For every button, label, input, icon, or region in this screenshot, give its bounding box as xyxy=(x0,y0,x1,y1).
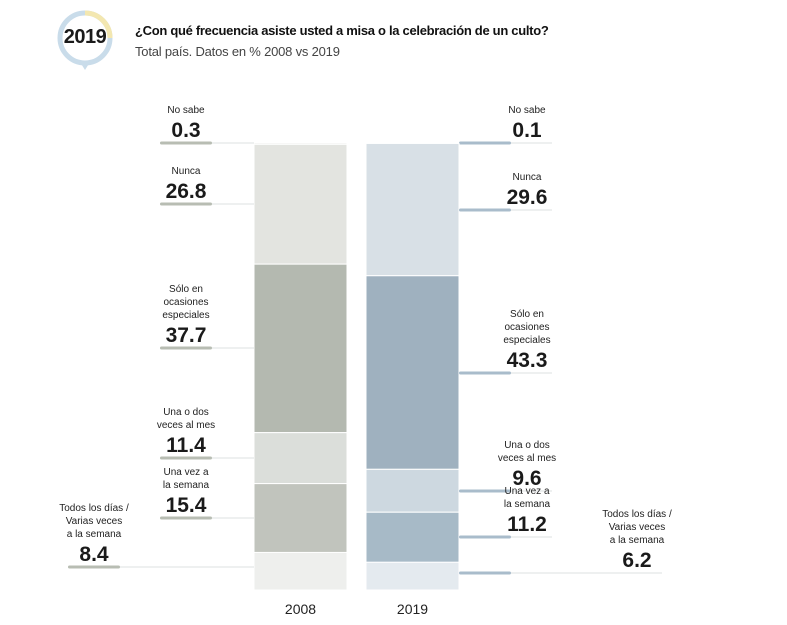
value-label-2008-no-sabe: 0.3 xyxy=(171,119,200,142)
chart-subtitle: Total país. Datos en % 2008 vs 2019 xyxy=(135,44,340,59)
category-label-2008-una-o-dos-veces-al-mes: Una o dos xyxy=(163,407,209,418)
category-label-2008-solo-en-ocasiones-especiales: ocasiones xyxy=(163,297,208,308)
leader-marker-2008-una-vez-a-la-semana xyxy=(160,516,212,520)
value-label-2008-nunca: 26.8 xyxy=(166,180,207,203)
value-label-2019-solo-en-ocasiones-especiales: 43.3 xyxy=(507,349,548,372)
bar-segment-2019-solo-en-ocasiones-especiales xyxy=(365,275,460,470)
leader-marker-2008-solo-en-ocasiones-especiales xyxy=(160,346,212,350)
category-label-2019-solo-en-ocasiones-especiales: especiales xyxy=(503,335,550,346)
category-label-2008-todos-los-dias-varias-veces-a-la-semana: a la semana xyxy=(67,529,122,540)
category-label-2008-una-vez-a-la-semana: Una vez a xyxy=(163,467,208,478)
year-badge xyxy=(57,10,113,70)
leader-marker-2019-solo-en-ocasiones-especiales xyxy=(459,371,511,375)
value-label-2008-todos-los-dias-varias-veces-a-la-semana: 8.4 xyxy=(79,543,109,566)
leader-marker-2019-una-o-dos-veces-al-mes xyxy=(459,489,511,493)
category-label-2019-una-vez-a-la-semana: la semana xyxy=(504,499,551,510)
value-label-2019-una-o-dos-veces-al-mes: 9.6 xyxy=(512,467,541,490)
leader-marker-2008-nunca xyxy=(160,202,212,206)
category-label-2008-todos-los-dias-varias-veces-a-la-semana: Todos los días / xyxy=(59,503,129,514)
value-label-2019-no-sabe: 0.1 xyxy=(512,119,542,142)
value-label-2019-nunca: 29.6 xyxy=(507,186,548,209)
bar-segment-2008-solo-en-ocasiones-especiales xyxy=(253,263,348,434)
bar-segment-2008-nunca xyxy=(253,143,348,265)
category-label-2019-una-vez-a-la-semana: Una vez a xyxy=(504,486,549,497)
category-label-2019-una-o-dos-veces-al-mes: veces al mes xyxy=(498,453,556,464)
value-label-2019-todos-los-dias-varias-veces-a-la-semana: 6.2 xyxy=(622,549,651,572)
bar-segment-2019-una-o-dos-veces-al-mes xyxy=(365,468,460,513)
category-label-2019-nunca: Nunca xyxy=(513,172,542,183)
x-tick-label-2008: 2008 xyxy=(285,601,316,617)
bar-segment-2019-una-vez-a-la-semana xyxy=(365,511,460,563)
leader-marker-2008-no-sabe xyxy=(160,141,212,145)
badge-ring-accent xyxy=(84,10,113,39)
category-label-2008-no-sabe: No sabe xyxy=(167,105,205,116)
leader-marker-2008-una-o-dos-veces-al-mes xyxy=(160,456,212,460)
bar-segment-2008-una-vez-a-la-semana xyxy=(253,483,348,553)
category-label-2008-todos-los-dias-varias-veces-a-la-semana: Varias veces xyxy=(66,516,123,527)
value-label-2008-solo-en-ocasiones-especiales: 37.7 xyxy=(166,324,207,347)
category-label-2008-nunca: Nunca xyxy=(172,166,201,177)
badge-year: 2019 xyxy=(63,26,107,48)
category-label-2008-solo-en-ocasiones-especiales: Sólo en xyxy=(169,284,203,295)
category-label-2008-solo-en-ocasiones-especiales: especiales xyxy=(162,310,209,321)
value-label-2008-una-vez-a-la-semana: 15.4 xyxy=(166,494,207,517)
x-tick-label-2019: 2019 xyxy=(397,601,428,617)
bar-segment-2008-una-o-dos-veces-al-mes xyxy=(253,432,348,485)
leader-marker-2008-todos-los-dias-varias-veces-a-la-semana xyxy=(68,565,120,569)
leader-marker-2019-no-sabe xyxy=(459,141,511,145)
chart-title: ¿Con qué frecuencia asiste usted a misa … xyxy=(135,23,549,38)
category-label-2008-una-o-dos-veces-al-mes: veces al mes xyxy=(157,420,215,431)
badge-pointer xyxy=(80,62,90,70)
category-label-2019-no-sabe: No sabe xyxy=(508,105,546,116)
category-label-2019-solo-en-ocasiones-especiales: Sólo en xyxy=(510,309,544,320)
leader-marker-2019-todos-los-dias-varias-veces-a-la-semana xyxy=(459,571,511,575)
category-label-2008-una-vez-a-la-semana: la semana xyxy=(163,480,210,491)
leader-marker-2019-una-vez-a-la-semana xyxy=(459,535,511,539)
category-label-2019-todos-los-dias-varias-veces-a-la-semana: Varias veces xyxy=(609,522,666,533)
category-label-2019-una-o-dos-veces-al-mes: Una o dos xyxy=(504,440,550,451)
leader-marker-2019-nunca xyxy=(459,208,511,212)
value-label-2019-una-vez-a-la-semana: 11.2 xyxy=(507,513,547,536)
bar-segment-2019-todos-los-dias-varias-veces-a-la-semana xyxy=(365,561,460,591)
category-label-2019-todos-los-dias-varias-veces-a-la-semana: a la semana xyxy=(610,535,665,546)
category-label-2019-solo-en-ocasiones-especiales: ocasiones xyxy=(504,322,549,333)
bar-segment-2019-nunca xyxy=(365,142,460,277)
category-label-2019-todos-los-dias-varias-veces-a-la-semana: Todos los días / xyxy=(602,509,672,520)
bar-segment-2008-todos-los-dias-varias-veces-a-la-semana xyxy=(253,551,348,591)
value-label-2008-una-o-dos-veces-al-mes: 11.4 xyxy=(166,434,206,457)
